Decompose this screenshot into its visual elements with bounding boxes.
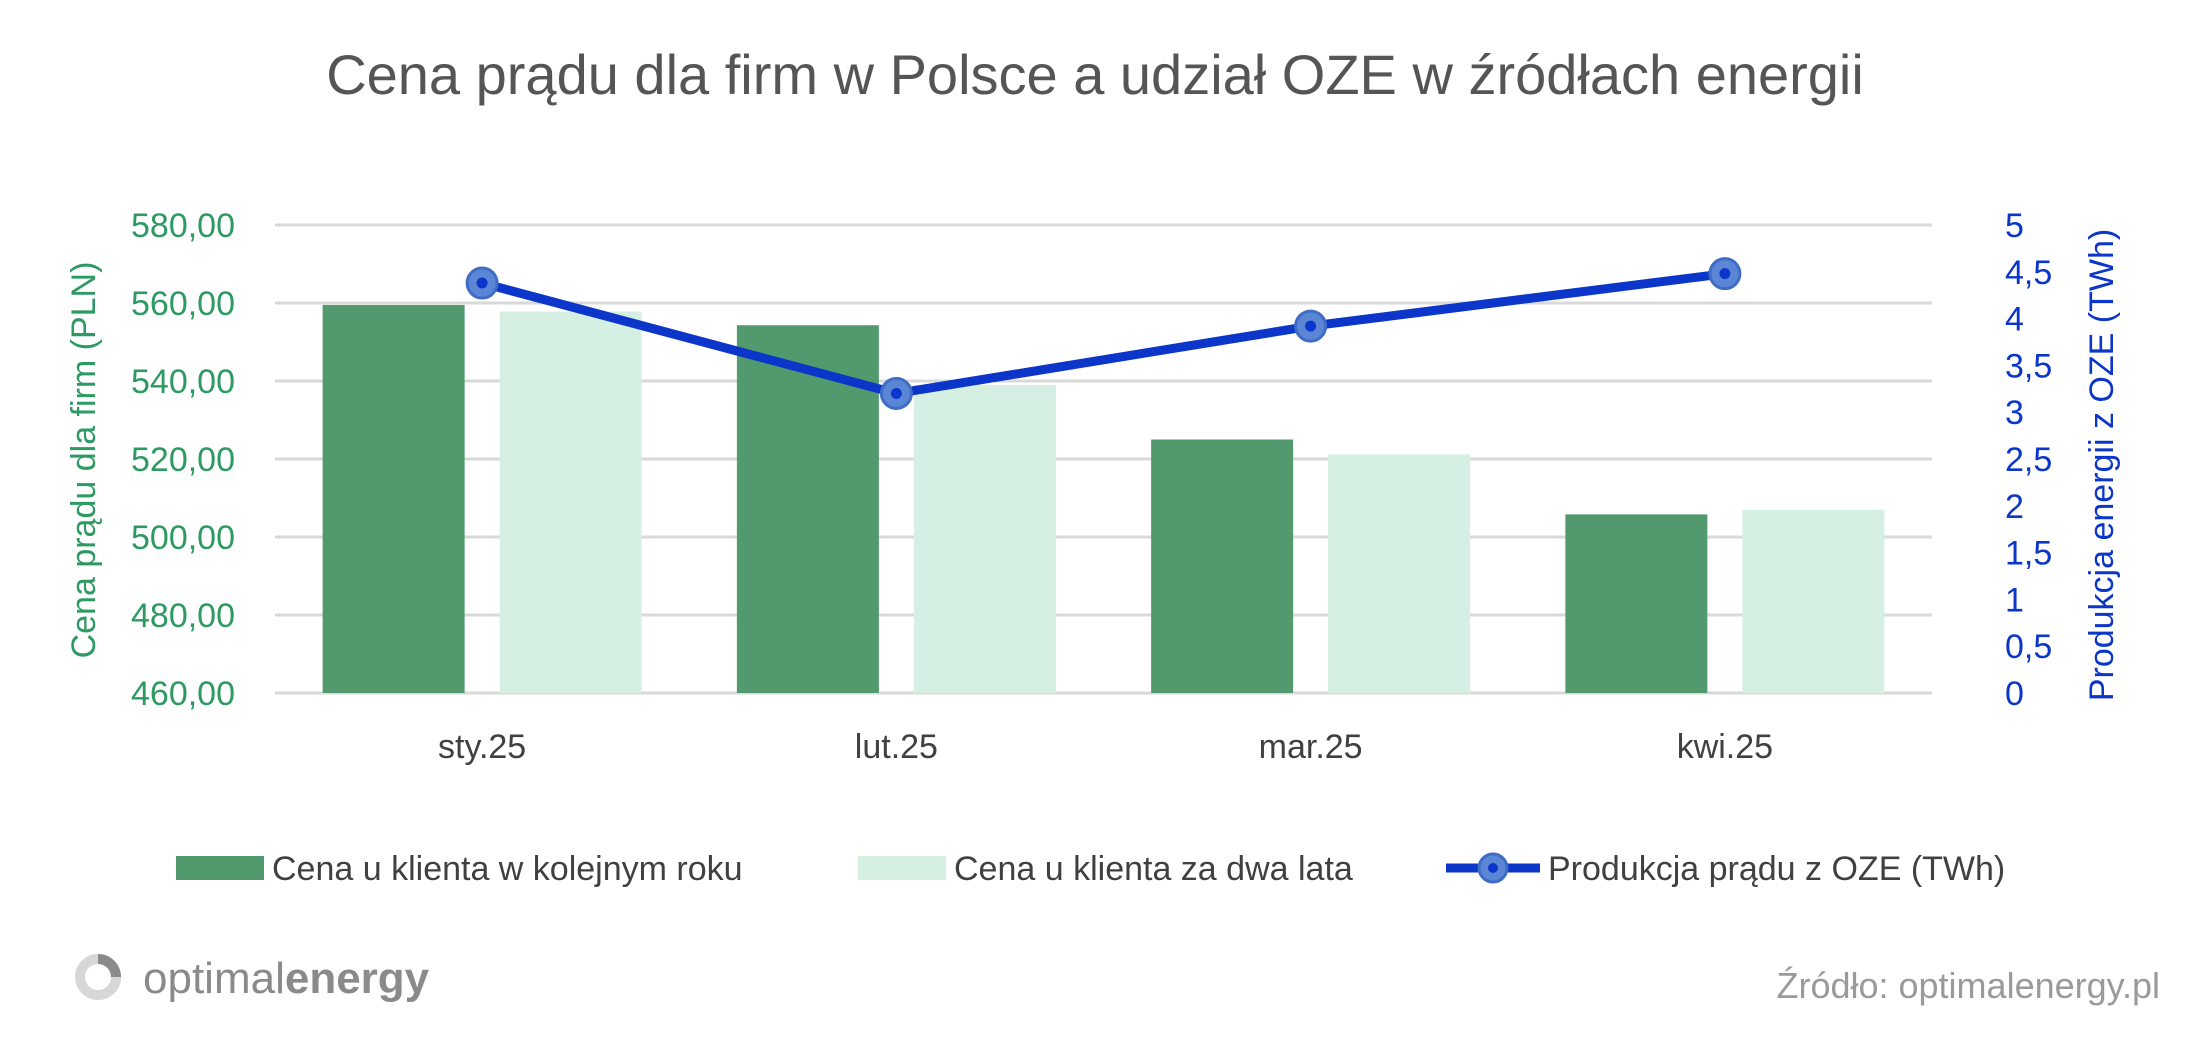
optimalenergy-logo: optimalenergy	[75, 954, 430, 1003]
y-right-tick-label: 3	[2005, 394, 2024, 432]
logo-text: optimalenergy	[143, 954, 430, 1003]
y-left-tick-label: 560,00	[131, 285, 235, 323]
y-left-tick-label: 520,00	[131, 441, 235, 479]
x-ticks: sty.25 lut.25 mar.25 kwi.25	[438, 728, 1773, 766]
oze-point-center	[476, 277, 488, 289]
x-tick-label: sty.25	[438, 728, 526, 766]
legend-swatch-two-years	[858, 856, 946, 880]
bar-two-years	[1742, 509, 1885, 693]
legend-label-two-years: Cena u klienta za dwa lata	[954, 850, 1353, 888]
y-left-ticks: 460,00 480,00 500,00 520,00 540,00 560,00 580,…	[131, 207, 235, 713]
line-series	[465, 257, 1742, 410]
y-right-tick-label: 0,5	[2005, 628, 2052, 666]
y-left-tick-label: 460,00	[131, 675, 235, 713]
oze-point-center	[890, 387, 902, 399]
bar-two-years	[499, 311, 642, 693]
y-right-tick-label: 4,5	[2005, 254, 2052, 292]
y-right-tick-label: 1	[2005, 581, 2024, 619]
legend: Cena u klienta w kolejnym roku Cena u kl…	[176, 850, 2005, 888]
oze-line	[480, 269, 1726, 398]
legend-marker-dot-oze	[1488, 863, 1498, 873]
y-left-tick-label: 480,00	[131, 597, 235, 635]
x-tick-label: mar.25	[1259, 728, 1363, 766]
y-right-tick-label: 4	[2005, 301, 2024, 339]
bar-next-year	[1151, 439, 1294, 693]
chart-title: Cena prądu dla firm w Polsce a udział OZ…	[326, 43, 1864, 106]
oze-point-center	[1305, 320, 1317, 332]
y-right-tick-label: 1,5	[2005, 535, 2052, 573]
bar-next-year	[1565, 514, 1708, 693]
y-left-axis-label: Cena prądu dla firm (PLN)	[65, 262, 103, 659]
y-right-tick-label: 5	[2005, 207, 2024, 245]
y-right-tick-label: 0	[2005, 675, 2024, 713]
bar-next-year	[322, 304, 465, 693]
y-left-tick-label: 540,00	[131, 363, 235, 401]
y-right-tick-label: 2	[2005, 488, 2024, 526]
oze-point-center	[1719, 268, 1731, 280]
y-right-tick-label: 2,5	[2005, 441, 2052, 479]
y-right-axis-label: Produkcja energii z OZE (TWh)	[2083, 229, 2121, 701]
y-right-ticks: 0 0,5 1 1,5 2 2,5 3 3,5 4 4,5 5	[2005, 207, 2052, 713]
bar-two-years	[1328, 454, 1471, 693]
bars	[322, 304, 1885, 693]
logo-arc-icon	[97, 954, 121, 978]
x-tick-label: kwi.25	[1677, 728, 1773, 766]
y-left-tick-label: 580,00	[131, 207, 235, 245]
x-tick-label: lut.25	[855, 728, 938, 766]
y-left-tick-label: 500,00	[131, 519, 235, 557]
legend-swatch-next-year	[176, 856, 264, 880]
legend-label-next-year: Cena u klienta w kolejnym roku	[272, 850, 743, 888]
logo-text-bold: energy	[285, 954, 430, 1003]
logo-text-light: optimal	[143, 954, 285, 1003]
y-right-tick-label: 3,5	[2005, 347, 2052, 385]
source-note: Źródło: optimalenergy.pl	[1776, 965, 2160, 1006]
legend-label-oze: Produkcja prądu z OZE (TWh)	[1548, 850, 2005, 888]
bar-two-years	[913, 384, 1056, 693]
